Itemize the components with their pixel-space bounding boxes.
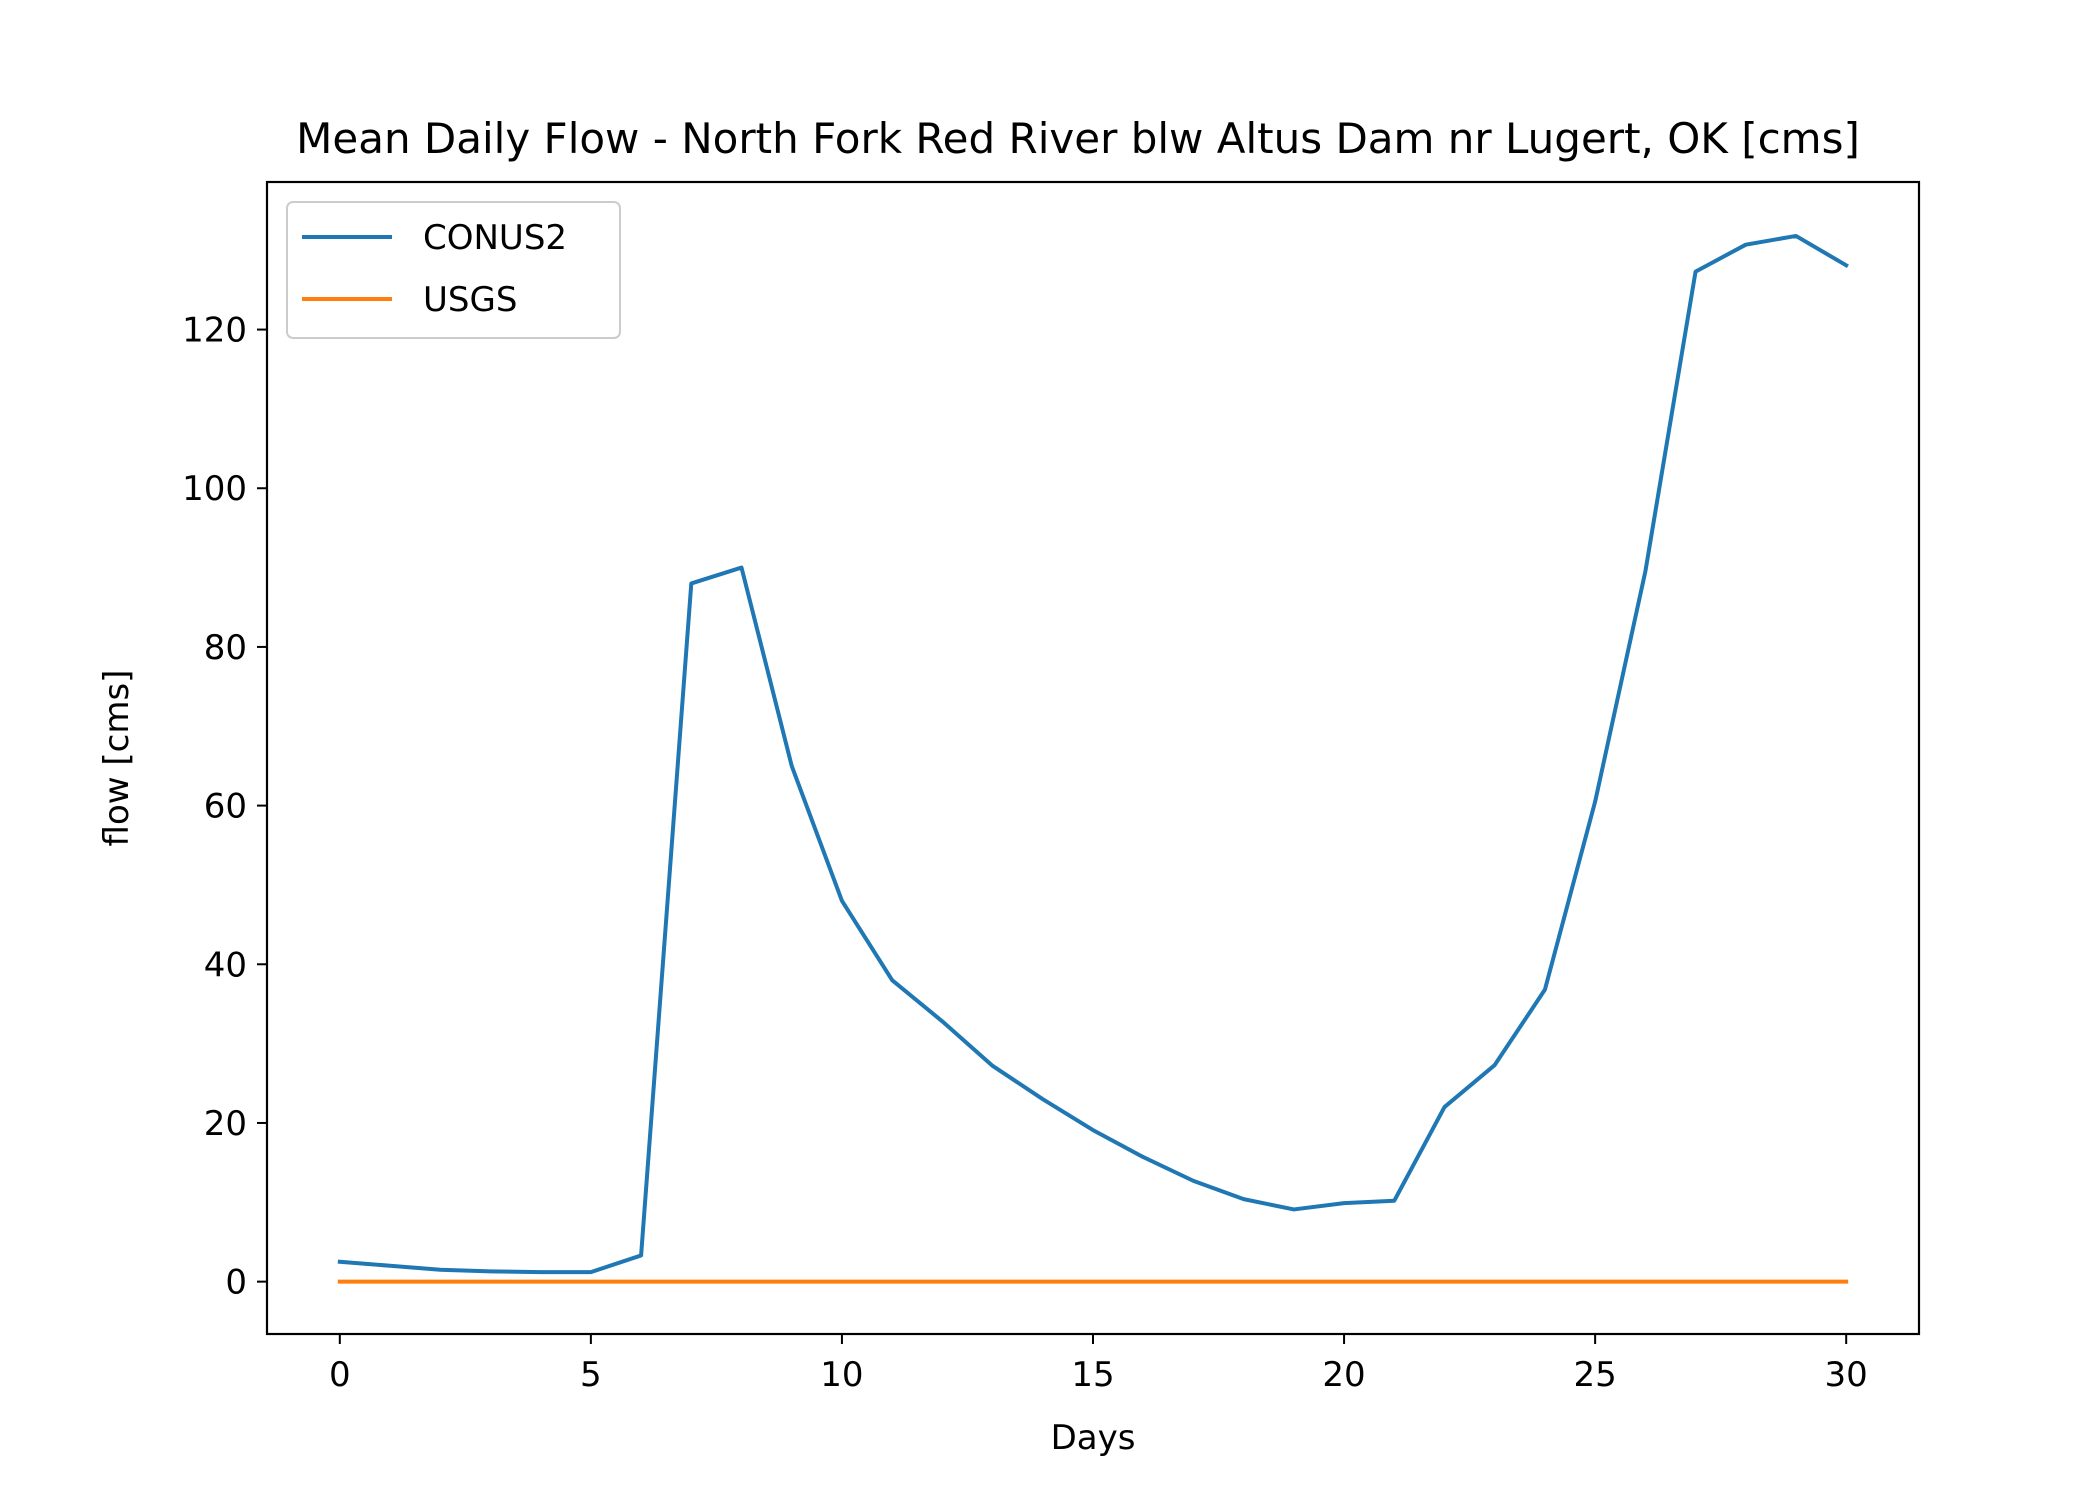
chart-title: Mean Daily Flow - North Fork Red River b…: [296, 114, 1860, 163]
y-tick-label: 100: [182, 469, 247, 509]
legend: CONUS2 USGS: [286, 201, 621, 339]
legend-label-conus2: CONUS2: [423, 218, 567, 258]
x-tick-label: 0: [329, 1355, 351, 1395]
plot-area: [267, 182, 1919, 1334]
y-tick-label: 120: [182, 311, 247, 351]
x-tick-label: 30: [1825, 1355, 1868, 1395]
y-tick-label: 0: [225, 1263, 247, 1303]
y-axis: 0 20 40 60 80 100 120: [182, 311, 267, 1303]
x-axis: 0 5 10 15 20 25 30: [329, 1334, 1868, 1395]
x-tick-label: 20: [1322, 1355, 1365, 1395]
y-tick-label: 40: [204, 945, 247, 985]
y-tick-label: 80: [204, 628, 247, 668]
x-tick-label: 15: [1071, 1355, 1114, 1395]
x-tick-label: 5: [580, 1355, 602, 1395]
x-tick-label: 10: [820, 1355, 863, 1395]
y-axis-title: flow [cms]: [97, 670, 137, 847]
series-line-conus2: [337, 233, 1849, 1275]
x-axis-title: Days: [1051, 1418, 1136, 1458]
legend-label-usgs: USGS: [423, 280, 517, 320]
x-tick-label: 25: [1573, 1355, 1616, 1395]
series-layer: [337, 233, 1849, 1284]
y-tick-label: 20: [204, 1104, 247, 1144]
y-tick-label: 60: [204, 787, 247, 827]
